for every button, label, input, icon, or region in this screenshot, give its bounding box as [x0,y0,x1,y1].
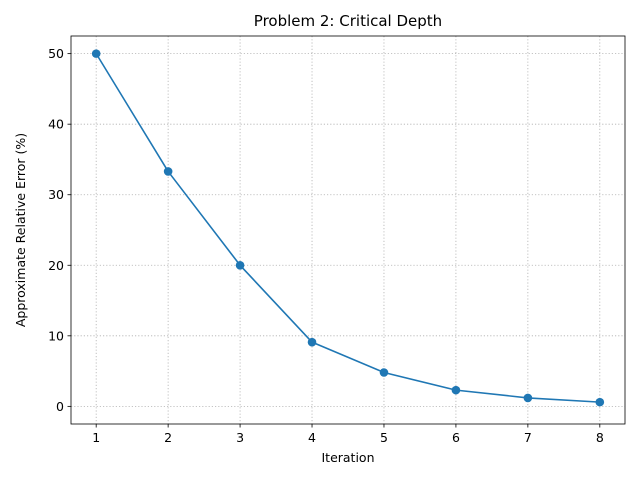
y-tick-label: 40 [48,117,64,132]
y-tick-label: 20 [48,258,64,273]
axes-frame [70,35,626,425]
y-tick-label: 50 [48,46,64,61]
x-tick-label: 4 [308,430,316,445]
y-tick-label: 0 [56,399,64,414]
x-tick-label: 7 [524,430,532,445]
data-point [451,385,461,395]
x-axis-ticks: 1 2 3 4 5 6 7 8 [92,424,604,445]
data-point [235,260,245,270]
x-tick-label: 2 [164,430,172,445]
x-axis-label: Iteration [321,450,374,465]
grid [71,36,625,424]
series-line [95,53,600,403]
x-tick-label: 6 [452,430,460,445]
x-tick-label: 1 [92,430,100,445]
data-point [379,368,389,377]
data-point [91,49,101,58]
y-tick-label: 10 [48,328,64,343]
x-tick-label: 8 [596,430,604,445]
x-tick-label: 5 [380,430,388,445]
y-axis-ticks: 0 10 20 30 40 50 [48,46,71,414]
x-tick-label: 3 [236,430,244,445]
data-point [163,167,173,176]
data-point [307,337,317,347]
y-axis-label: Approximate Relative Error (%) [13,133,28,327]
chart-title: Problem 2: Critical Depth [254,12,442,30]
data-point [595,397,605,407]
series-layer [91,49,605,407]
y-tick-label: 30 [48,187,64,202]
data-point [523,393,533,403]
